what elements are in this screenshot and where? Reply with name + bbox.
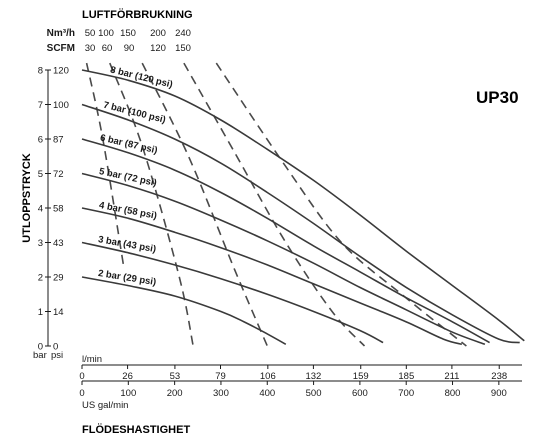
x-bottom-ticks: 0 100 200 300 400 500 600 700 800 900	[79, 381, 507, 399]
air-consumption-line	[85, 62, 125, 267]
x-top-tick-label: 159	[353, 371, 369, 382]
y-unit-psi: psi	[51, 350, 63, 361]
x-top-tick-label: 79	[215, 371, 226, 382]
air-consumption-line	[215, 62, 467, 347]
nm3h-tick: 240	[175, 28, 191, 39]
x-bottom-tick-label: 500	[306, 388, 322, 399]
x-bottom-unit: US gal/min	[82, 400, 128, 411]
x-top-tick-label: 132	[305, 371, 321, 382]
x-top-tick-label: 53	[170, 371, 181, 382]
scfm-tick: 30	[85, 43, 96, 54]
x-axis-title: FLÖDESHASTIGHET	[82, 423, 190, 436]
scfm-tick: 90	[124, 43, 135, 54]
nm3h-tick: 100	[98, 28, 114, 39]
x-top-tick-label: 26	[122, 371, 133, 382]
x-bottom-tick-label: 900	[491, 388, 507, 399]
y-tick-psi: 29	[53, 273, 64, 284]
y-tick-bar: 5	[38, 169, 43, 180]
x-bottom-tick-label: 700	[398, 388, 414, 399]
y-tick-psi: 14	[53, 307, 64, 318]
y-tick-bar: 0	[38, 342, 43, 353]
air-consumption-lines	[85, 62, 467, 347]
pressure-line	[81, 69, 525, 342]
nm3h-tick: 50	[85, 28, 96, 39]
pressure-line	[81, 241, 384, 344]
air-consumption-line	[141, 62, 269, 347]
y-tick-psi: 72	[53, 169, 64, 180]
y-tick-psi: 120	[53, 66, 69, 77]
air-consumption-line	[109, 62, 194, 347]
x-bottom-tick-label: 200	[167, 388, 183, 399]
x-top-tick-label: 106	[260, 371, 276, 382]
pressure-line	[81, 172, 486, 346]
air-consumption-line	[183, 62, 366, 347]
x-top-ticks: 0 26 53 79 106 132 159 185 211 238	[79, 365, 507, 382]
x-top-tick-label: 0	[79, 371, 84, 382]
pressure-line	[81, 138, 490, 344]
nm3h-tick: 150	[120, 28, 136, 39]
air-consumption-title: LUFTFÖRBRUKNING	[82, 8, 193, 21]
nm3h-label: Nm³/h	[47, 28, 75, 39]
nm3h-tick: 200	[150, 28, 166, 39]
pressure-line	[81, 207, 463, 346]
y-tick-bar: 6	[38, 135, 43, 146]
x-top-tick-label: 211	[444, 371, 459, 382]
pressure-line	[81, 103, 520, 344]
x-bottom-tick-label: 800	[445, 388, 461, 399]
scfm-tick: 150	[175, 43, 191, 54]
y-tick-bar: 1	[38, 307, 43, 318]
y-tick-psi: 100	[53, 100, 69, 111]
y-tick-psi: 58	[53, 204, 64, 215]
y-axis-label: UTLOPPSTRYCK	[21, 153, 33, 242]
y-tick-psi: 87	[53, 135, 64, 146]
x-top-tick-label: 185	[398, 371, 414, 382]
x-bottom-tick-label: 300	[213, 388, 229, 399]
y-tick-psi: 0	[53, 342, 58, 353]
x-bottom-tick-label: 0	[79, 388, 84, 399]
x-bottom-tick-label: 400	[259, 388, 275, 399]
scfm-tick: 120	[150, 43, 166, 54]
pressure-line	[81, 276, 287, 345]
nm3h-ticks: 50 100 150 200 240	[85, 28, 191, 39]
scfm-tick: 60	[102, 43, 113, 54]
x-bottom-tick-label: 100	[120, 388, 136, 399]
x-top-unit: l/min	[82, 354, 102, 365]
y-tick-bar: 2	[38, 273, 43, 284]
x-bottom-tick-label: 600	[352, 388, 368, 399]
pressure-label: 8 bar (120 psi)	[109, 64, 174, 90]
scfm-label: SCFM	[47, 43, 75, 54]
y-tick-psi: 43	[53, 238, 64, 249]
pressure-lines	[81, 69, 525, 346]
x-top-tick-label: 238	[491, 371, 507, 382]
y-tick-bar: 4	[38, 204, 43, 215]
y-tick-bar: 7	[38, 100, 43, 111]
y-ticks: 8 120 7 100 6 87 5 72 4 58 3 43 2 29 1 14 0 0	[38, 66, 69, 353]
y-unit-bar: bar	[33, 350, 47, 361]
scfm-ticks: 30 60 90 120 150	[85, 43, 191, 54]
y-tick-bar: 3	[38, 238, 43, 249]
y-tick-bar: 8	[38, 66, 43, 77]
chart-title: UP30	[476, 88, 519, 107]
